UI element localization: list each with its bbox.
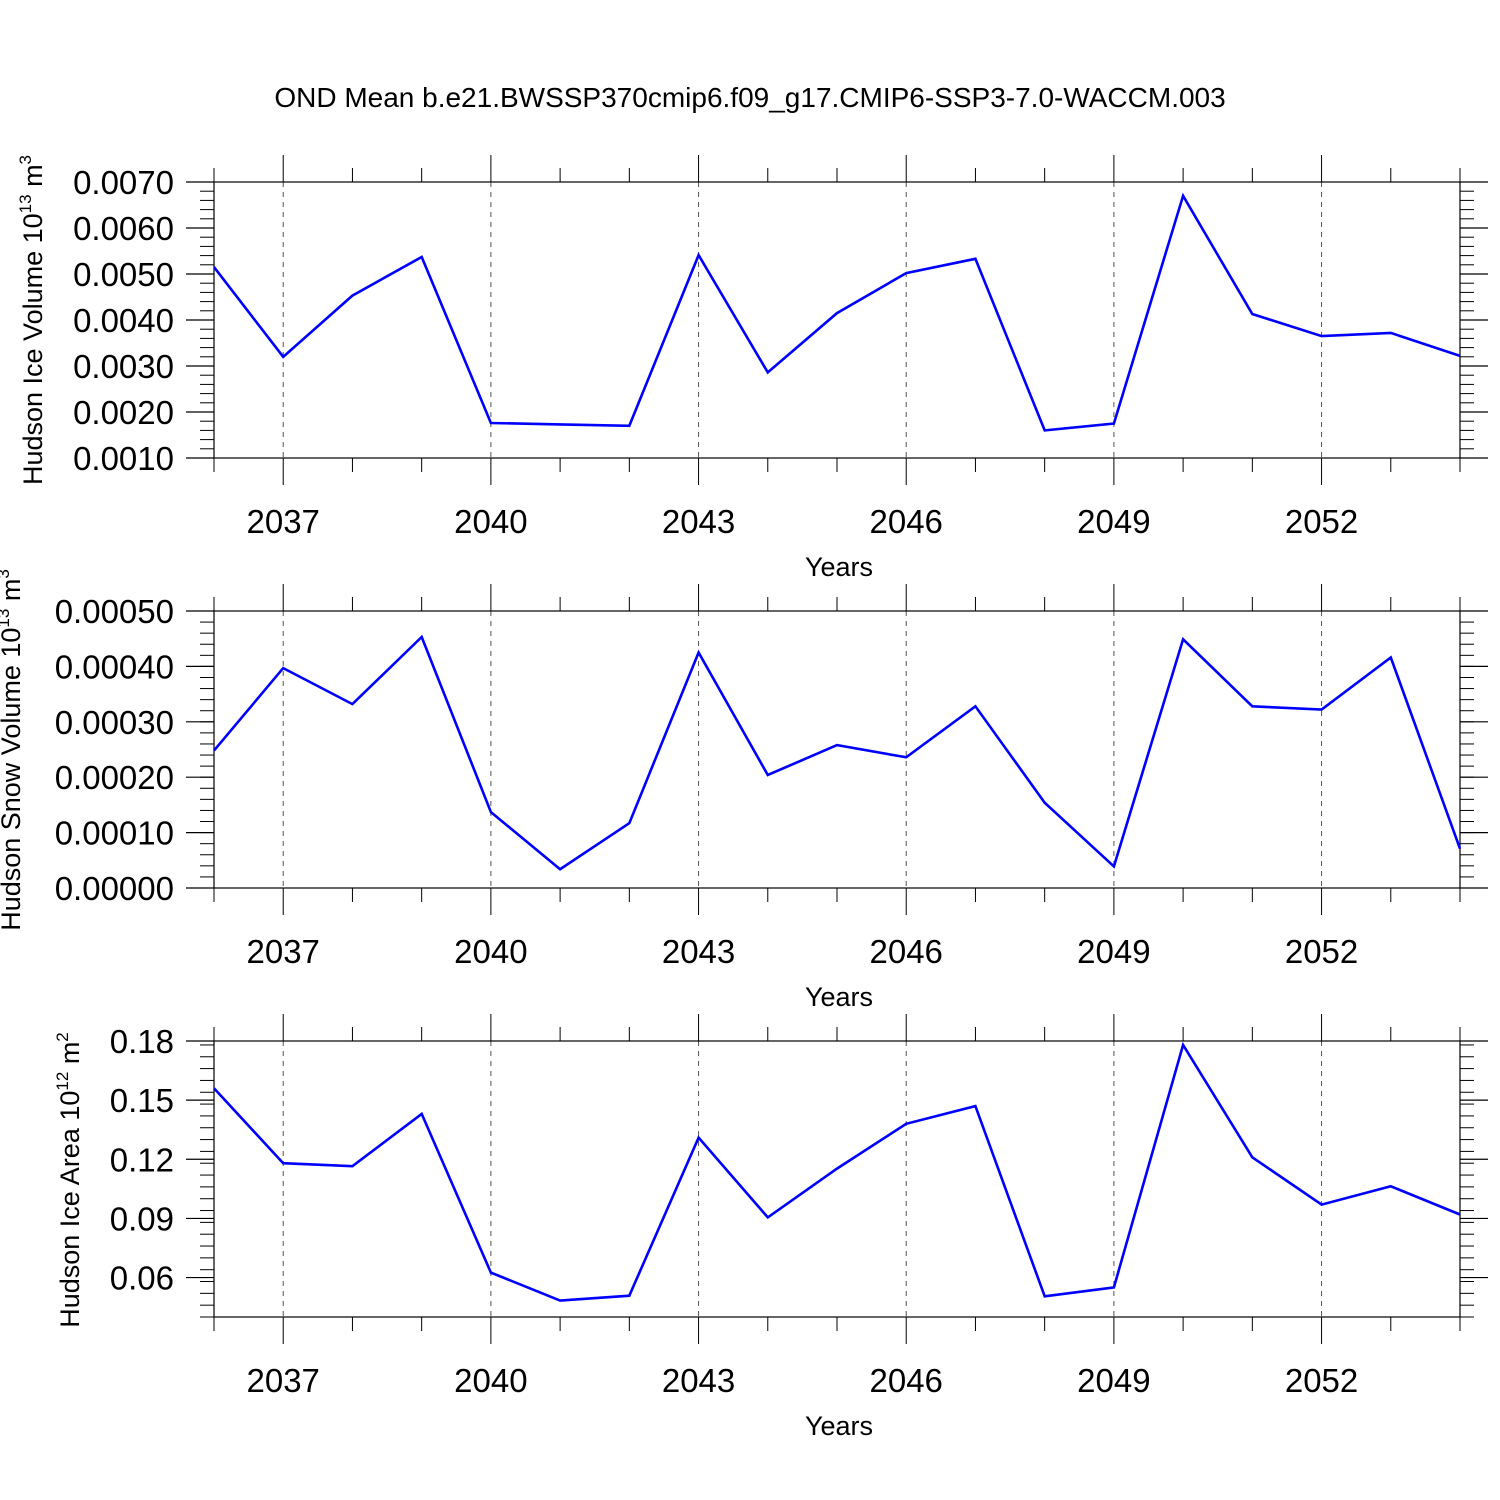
y-tick-label: 0.0010 — [73, 440, 174, 477]
series-line-1 — [213, 1041, 1461, 1302]
x-tick-label: 2043 — [662, 933, 735, 970]
x-tick-label: 2037 — [247, 503, 320, 540]
y-tick-label: 0.09 — [110, 1200, 174, 1237]
x-tick-label: 2049 — [1077, 933, 1150, 970]
x-tick-label: 2052 — [1285, 503, 1358, 540]
x-tick-label: 2043 — [662, 1362, 735, 1399]
x-tick-label: 2043 — [662, 503, 735, 540]
y-tick-label: 0.00050 — [55, 593, 174, 630]
plot-frame — [213, 1040, 1461, 1318]
plot-frame — [213, 610, 1461, 889]
y-tick-label: 0.0060 — [73, 210, 174, 247]
y-tick-label: 0.0040 — [73, 302, 174, 339]
y-axis-title: Hudson Ice Area 1012 m2 — [53, 1032, 85, 1328]
y-tick-label: 0.06 — [110, 1260, 174, 1297]
x-tick-label: 2052 — [1285, 1362, 1358, 1399]
x-axis-title: Years — [805, 1411, 873, 1441]
y-tick-label: 0.0070 — [73, 164, 174, 201]
y-axis-title: Hudson Ice Volume 1013 m3 — [16, 155, 48, 485]
x-axis-title: Years — [805, 982, 873, 1012]
x-tick-label: 2049 — [1077, 503, 1150, 540]
y-tick-label: 0.18 — [110, 1023, 174, 1060]
x-tick-label: 2040 — [454, 503, 527, 540]
x-tick-label: 2049 — [1077, 1362, 1150, 1399]
figure-title: OND Mean b.e21.BWSSP370cmip6.f09_g17.CMI… — [274, 82, 1226, 113]
chart-panel-3: 0.06 0.09 0.12 0.15 0.18 2037 2040 2043 2046 2049… — [53, 1014, 1488, 1441]
y-tick-label: 0.00020 — [55, 759, 174, 796]
y-tick-label: 0.00030 — [55, 704, 174, 741]
x-tick-label: 2040 — [454, 1362, 527, 1399]
y-tick-label: 0.00000 — [55, 870, 174, 907]
x-tick-label: 2046 — [870, 1362, 943, 1399]
x-tick-label: 2046 — [870, 503, 943, 540]
x-tick-label: 2052 — [1285, 933, 1358, 970]
y-tick-label: 0.0030 — [73, 348, 174, 385]
y-tick-label: 0.0020 — [73, 394, 174, 431]
series-line-1 — [213, 634, 1462, 871]
chart-panel-2: 0.00000 0.00010 0.00020 0.00030 0.00040 0.000… — [0, 569, 1488, 1012]
y-tick-label: 0.00010 — [55, 815, 174, 852]
x-tick-label: 2040 — [454, 933, 527, 970]
y-tick-label: 0.12 — [110, 1141, 174, 1178]
x-tick-label: 2046 — [870, 933, 943, 970]
chart-panel-1: 0.0010 0.0020 0.0030 0.0040 0.0050 0.0060 0.00… — [16, 155, 1488, 582]
y-tick-label: 0.15 — [110, 1082, 174, 1119]
y-tick-label: 0.0050 — [73, 256, 174, 293]
x-axis-title: Years — [805, 552, 873, 582]
x-tick-label: 2037 — [247, 1362, 320, 1399]
y-axis-title: Hudson Snow Volume 1013 m3 — [0, 569, 26, 931]
y-tick-label: 0.00040 — [55, 648, 174, 685]
x-tick-label: 2037 — [247, 933, 320, 970]
